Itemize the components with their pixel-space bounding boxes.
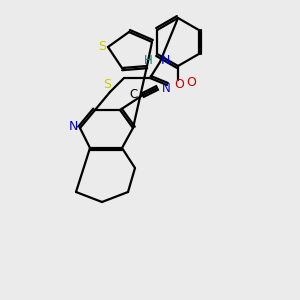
Text: S: S bbox=[103, 77, 111, 91]
Text: N: N bbox=[68, 121, 78, 134]
Text: C: C bbox=[130, 88, 138, 101]
Text: O: O bbox=[174, 79, 184, 92]
Text: N: N bbox=[162, 82, 171, 94]
Text: N: N bbox=[161, 55, 170, 68]
Text: O: O bbox=[186, 76, 196, 89]
Text: H: H bbox=[144, 55, 153, 68]
Text: S: S bbox=[98, 40, 106, 52]
